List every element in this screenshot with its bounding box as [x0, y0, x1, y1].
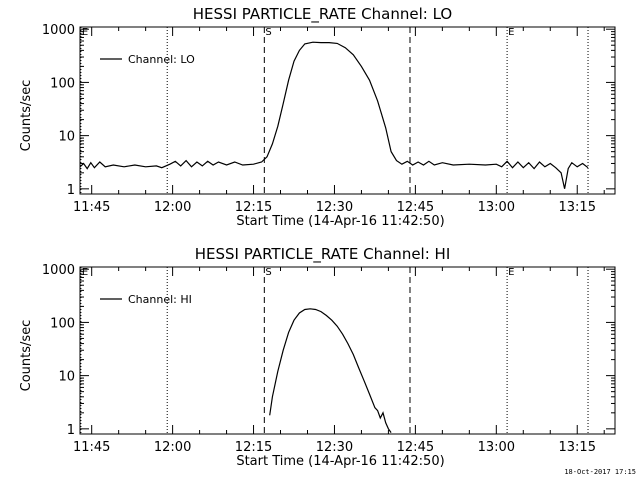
marker-label: E — [82, 27, 88, 38]
chart-title: HESSI PARTICLE_RATE Channel: LO — [193, 5, 452, 24]
x-tick-label: 12:15 — [235, 200, 272, 215]
y-axis-label: Counts/sec — [19, 320, 34, 392]
marker-label: S — [265, 267, 271, 278]
x-tick-label: 12:00 — [154, 440, 191, 455]
marker-label: E — [508, 27, 514, 38]
y-tick-label: 1 — [67, 183, 75, 198]
x-tick-label: 13:00 — [478, 440, 515, 455]
chart-title: HESSI PARTICLE_RATE Channel: HI — [195, 245, 451, 264]
y-tick-label: 1000 — [42, 23, 75, 38]
footer-timestamp: 18-Oct-2017 17:15 — [564, 468, 636, 476]
x-tick-label: 12:45 — [397, 440, 434, 455]
series-line — [80, 41, 589, 189]
marker-label: E — [508, 267, 514, 278]
y-tick-label: 1 — [67, 423, 75, 438]
legend-label: Channel: HI — [128, 293, 192, 306]
x-tick-label: 13:15 — [559, 440, 596, 455]
x-tick-label: 12:15 — [235, 440, 272, 455]
x-axis-label: Start Time (14-Apr-16 11:42:50) — [236, 454, 444, 469]
y-tick-label: 100 — [50, 76, 75, 91]
x-tick-label: 13:15 — [559, 200, 596, 215]
x-axis-label: Start Time (14-Apr-16 11:42:50) — [236, 214, 444, 229]
x-tick-label: 11:45 — [73, 200, 110, 215]
y-tick-label: 100 — [50, 316, 75, 331]
panel-lo: HESSI PARTICLE_RATE Channel: LO 1 10 100 100… — [19, 5, 616, 229]
x-tick-label: 11:45 — [73, 440, 110, 455]
x-tick-label: 12:30 — [316, 200, 353, 215]
marker-label: S — [265, 27, 271, 38]
panel-hi: HESSI PARTICLE_RATE Channel: HI 1 10 100 100… — [19, 245, 616, 469]
y-axis-label: Counts/sec — [19, 80, 34, 152]
x-tick-label: 12:00 — [154, 200, 191, 215]
legend-label: Channel: LO — [128, 53, 195, 66]
x-tick-label: 13:00 — [478, 200, 515, 215]
y-tick-label: 1000 — [42, 263, 75, 278]
y-tick-label: 10 — [58, 370, 75, 385]
x-tick-label: 12:30 — [316, 440, 353, 455]
y-tick-label: 10 — [58, 130, 75, 145]
marker-label: E — [82, 267, 88, 278]
x-tick-label: 12:45 — [397, 200, 434, 215]
series-line — [269, 308, 392, 433]
